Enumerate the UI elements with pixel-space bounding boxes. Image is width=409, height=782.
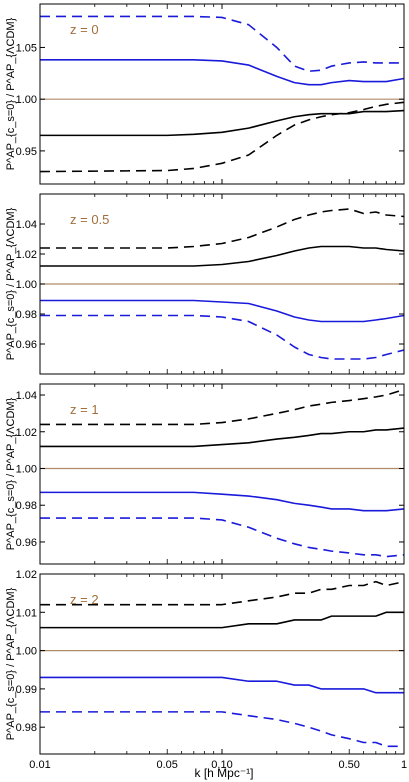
x-tick-label: 0.50 <box>339 759 360 771</box>
x-tick-label: 0.01 <box>29 759 50 771</box>
panel-4: 0.98 0.99 1.00 1.01 1.02 0.01 0.05 0.10 0.50 1 z =… <box>5 569 407 771</box>
series-black-solid-2 <box>40 611 404 629</box>
series-black-dashed-1 <box>40 208 404 249</box>
series-blue-solid-2 <box>40 59 404 86</box>
x-tick-label: 0.05 <box>157 759 178 771</box>
y-tick-label: 1.00 <box>16 463 37 475</box>
y-axis-label: P^AP_{c_s=0} / P^AP_{ΛCDM} <box>5 17 17 170</box>
y-axis-label: P^AP_{c_s=0} / P^AP_{ΛCDM} <box>5 397 17 550</box>
series-blue-solid-3 <box>40 299 404 323</box>
y-tick-label: 1.04 <box>16 390 37 402</box>
y-tick-label: 1.01 <box>16 607 37 619</box>
y-tick-label: 0.98 <box>16 309 37 321</box>
series-blue-solid-3 <box>40 491 404 512</box>
panel-label: z = 0.5 <box>70 212 109 227</box>
y-tick-label: 1.02 <box>16 249 37 261</box>
panel-label: z = 0 <box>70 22 99 37</box>
x-tick-label: 0.10 <box>211 759 232 771</box>
y-tick-label: 0.95 <box>16 146 37 158</box>
y-tick-label: 1.02 <box>16 569 37 581</box>
series-blue-dashed-1 <box>40 15 404 73</box>
panel-label: z = 1 <box>70 402 99 417</box>
y-axis-label: P^AP_{c_s=0} / P^AP_{ΛCDM} <box>5 207 17 360</box>
x-tick-label: 1 <box>401 759 407 771</box>
y-tick-label: 1.05 <box>16 42 37 54</box>
y-tick-label: 0.99 <box>16 684 37 696</box>
panel-label: z = 2 <box>70 592 99 607</box>
y-tick-label: 1.00 <box>16 94 37 106</box>
panel-1: 0.95 1.00 1.05 z = 0 P^AP_{c_s=0} / P^AP_{ΛC… <box>5 3 405 185</box>
series-black-solid-3 <box>40 109 404 137</box>
y-tick-label: 1.00 <box>16 279 37 291</box>
y-tick-label: 0.98 <box>16 722 37 734</box>
panel-3: 0.96 0.98 1.00 1.02 1.04 z = 1 P^AP_{c_s=0} / … <box>5 383 405 565</box>
x-axis-label: k [h Mpc⁻¹] <box>194 766 253 780</box>
series-black-solid-2 <box>40 245 404 267</box>
y-axis-label: P^AP_{c_s=0} / P^AP_{ΛCDM} <box>5 587 17 740</box>
series-blue-solid-3 <box>40 676 404 694</box>
series-black-dashed-1 <box>40 580 404 606</box>
series-black-dashed-4 <box>40 101 404 173</box>
y-tick-label: 0.96 <box>16 537 37 549</box>
series-blue-dashed-4 <box>40 711 404 748</box>
series-black-solid-2 <box>40 427 404 448</box>
y-tick-label: 1.04 <box>16 219 37 231</box>
series-blue-dashed-4 <box>40 314 404 360</box>
y-tick-label: 0.98 <box>16 500 37 512</box>
series-blue-dashed-4 <box>40 517 404 558</box>
series-black-dashed-1 <box>40 388 404 426</box>
y-tick-label: 0.96 <box>16 339 37 351</box>
y-tick-label: 1.02 <box>16 427 37 439</box>
y-tick-label: 1.00 <box>16 646 37 658</box>
panel-2: 0.96 0.98 1.00 1.02 1.04 z = 0.5 P^AP_{c_s=0} … <box>5 193 405 375</box>
